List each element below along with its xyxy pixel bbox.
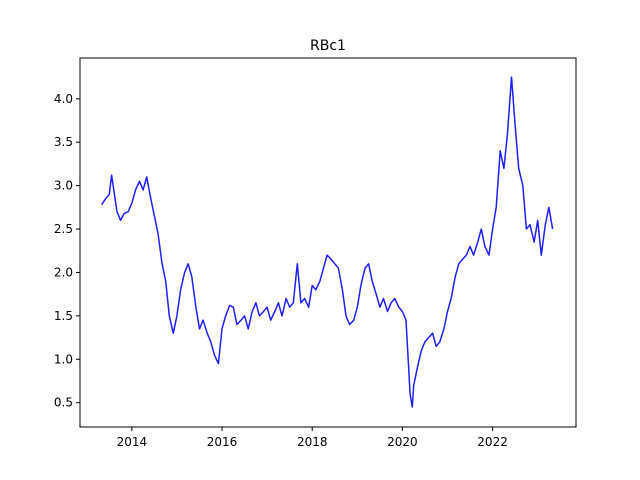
x-tick-label: 2022 [477, 435, 508, 449]
series-line-0 [100, 76, 554, 408]
x-axis: 2014 2016 2018 2020 2022 [117, 427, 508, 449]
y-tick-label: 2.0 [54, 265, 73, 279]
y-tick-label: 1.0 [54, 352, 73, 366]
x-tick-label: 2016 [207, 435, 238, 449]
y-tick-label: 1.5 [54, 309, 73, 323]
y-tick-label: 4.0 [54, 92, 73, 106]
plot-area [100, 76, 554, 408]
y-tick-label: 3.0 [54, 179, 73, 193]
y-tick-label: 0.5 [54, 396, 73, 410]
x-tick-label: 2020 [387, 435, 418, 449]
x-tick-label: 2014 [117, 435, 148, 449]
x-tick-label: 2018 [297, 435, 328, 449]
axes-frame [79, 57, 577, 428]
y-tick-label: 3.5 [54, 135, 73, 149]
chart-title: RBc1 [310, 38, 346, 54]
y-axis: 0.5 1.0 1.5 2.0 2.5 3.0 3.5 4.0 [54, 92, 80, 410]
y-tick-label: 2.5 [54, 222, 73, 236]
